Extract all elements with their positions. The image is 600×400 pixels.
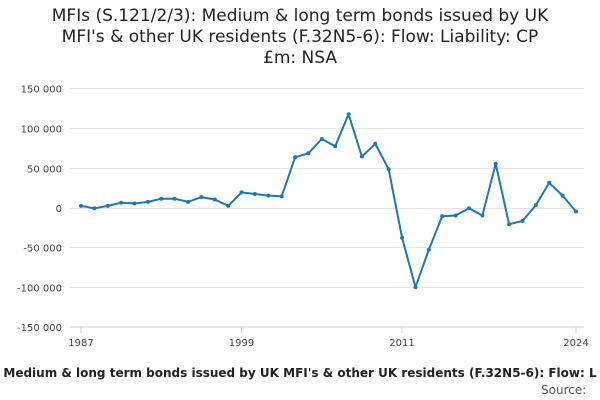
data-point-2024[interactable] <box>574 209 578 214</box>
y-tick-label-150000: 150 000 <box>21 85 62 96</box>
data-point-2006[interactable] <box>333 144 338 149</box>
data-point-2001[interactable] <box>266 193 271 198</box>
data-point-1995[interactable] <box>186 199 190 204</box>
data-point-2003[interactable] <box>293 155 298 160</box>
y-tick-label-50000: 50 000 <box>27 165 62 176</box>
data-point-2008[interactable] <box>359 154 364 159</box>
data-point-2000[interactable] <box>252 192 257 196</box>
data-point-2021[interactable] <box>533 203 538 208</box>
series-line <box>80 113 577 289</box>
x-tick-label-1987: 1987 <box>68 338 93 349</box>
series-legend-label: Medium & long term bonds issued by UK MF… <box>3 366 597 380</box>
data-point-1990[interactable] <box>119 200 124 205</box>
chart-title-line-1: MFIs (S.121/2/3): Medium & long term bon… <box>51 6 549 26</box>
data-point-2022[interactable] <box>547 180 552 185</box>
data-point-2015[interactable] <box>453 213 458 218</box>
grid-lines <box>70 88 584 288</box>
data-point-1987[interactable] <box>79 203 83 208</box>
data-point-2007[interactable] <box>346 112 351 117</box>
data-point-2012[interactable] <box>413 285 418 290</box>
data-point-1991[interactable] <box>132 201 137 206</box>
y-tick-label-neg-50000: -50 000 <box>23 244 62 255</box>
data-point-2019[interactable] <box>507 222 512 227</box>
y-tick-label-100000: 100 000 <box>21 125 62 136</box>
x-tick-label-2024: 2024 <box>563 338 588 349</box>
series-layer <box>79 112 578 290</box>
data-point-2016[interactable] <box>467 206 471 211</box>
x-tick-labels: 1987 1999 2011 2024 <box>68 338 588 349</box>
data-point-1996[interactable] <box>199 195 204 200</box>
data-point-1988[interactable] <box>92 206 97 211</box>
chart-title-line-3: £m: NSA <box>263 48 337 68</box>
x-tick-label-2011: 2011 <box>389 338 414 349</box>
data-point-2009[interactable] <box>373 141 378 146</box>
data-point-2020[interactable] <box>520 219 525 223</box>
y-tick-labels: 150 000 100 000 50 000 0 -50 000 -100 00… <box>17 85 62 335</box>
chart-title: MFIs (S.121/2/3): Medium & long term bon… <box>0 6 600 69</box>
data-point-2017[interactable] <box>480 213 485 218</box>
data-point-2014[interactable] <box>440 214 445 219</box>
data-point-2004[interactable] <box>306 151 311 156</box>
data-point-1989[interactable] <box>105 203 110 208</box>
data-point-2011[interactable] <box>400 235 405 240</box>
source-label: Source: <box>541 383 587 397</box>
data-point-2005[interactable] <box>319 137 324 141</box>
data-point-1994[interactable] <box>172 196 177 201</box>
data-point-2010[interactable] <box>386 167 391 172</box>
data-point-2013[interactable] <box>426 247 431 252</box>
y-tick-label-0: 0 <box>56 204 62 215</box>
x-tick-label-1999: 1999 <box>229 338 254 349</box>
y-tick-label-neg-100000: -100 000 <box>17 284 62 295</box>
data-point-1993[interactable] <box>159 196 164 201</box>
chart-title-line-2: MFI's & other UK residents (F.32N5-6): F… <box>61 27 539 47</box>
data-point-2023[interactable] <box>560 193 565 198</box>
data-points <box>79 112 578 290</box>
data-point-1998[interactable] <box>226 203 231 208</box>
data-point-2002[interactable] <box>279 194 284 199</box>
data-point-1999[interactable] <box>239 190 244 195</box>
axes <box>70 326 584 333</box>
y-tick-label-neg-150000: -150 000 <box>17 323 62 334</box>
data-point-1997[interactable] <box>212 197 217 202</box>
data-point-2018[interactable] <box>493 161 498 166</box>
data-point-1992[interactable] <box>145 199 150 204</box>
